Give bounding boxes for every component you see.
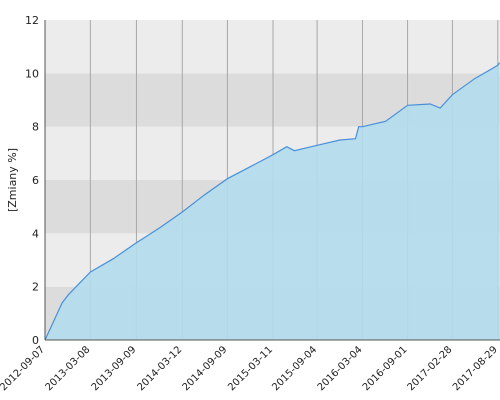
x-tick-label: 2017-02-28 bbox=[406, 344, 455, 393]
y-tick-label: 6 bbox=[32, 174, 39, 187]
x-tick-label: 2013-03-08 bbox=[44, 344, 93, 393]
y-tick-label: 0 bbox=[32, 334, 39, 347]
y-tick-label: 10 bbox=[25, 67, 39, 80]
x-tick-label: 2012-09-07 bbox=[0, 344, 47, 393]
y-axis-label: [Zmiany %] bbox=[6, 148, 19, 212]
x-tick-label: 2017-08-29 bbox=[451, 344, 500, 393]
y-tick-label: 8 bbox=[32, 121, 39, 134]
y-tick-label: 2 bbox=[32, 281, 39, 294]
x-tick-label: 2015-09-04 bbox=[270, 344, 319, 393]
y-tick-label: 12 bbox=[25, 14, 39, 27]
x-tick-label: 2016-09-01 bbox=[361, 344, 410, 393]
y-tick-label: 4 bbox=[32, 227, 39, 240]
x-tick-label: 2014-09-09 bbox=[181, 344, 230, 393]
area bbox=[45, 62, 500, 340]
line bbox=[44, 62, 500, 341]
plot bbox=[44, 62, 500, 341]
x-tick-label: 2013-09-09 bbox=[90, 344, 139, 393]
x-tick-label: 2016-03-04 bbox=[316, 344, 365, 393]
x-tick-label: 2014-03-12 bbox=[136, 344, 185, 393]
x-tick-label: 2015-03-11 bbox=[226, 344, 275, 393]
